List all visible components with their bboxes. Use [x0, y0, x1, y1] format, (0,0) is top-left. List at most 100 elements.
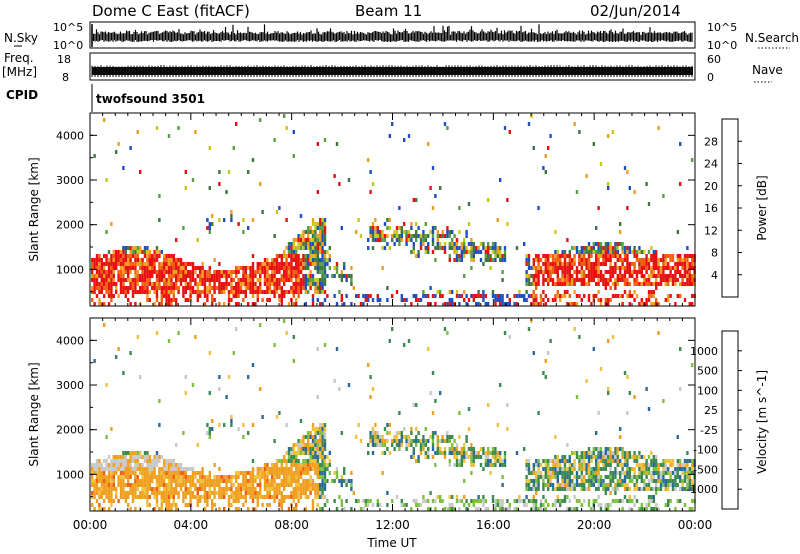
echo-cell	[451, 242, 454, 246]
echo-cell	[571, 467, 574, 471]
echo-cell	[134, 455, 137, 459]
echo-cell	[211, 479, 214, 483]
echo-cell	[321, 439, 324, 443]
echo-cell	[148, 455, 151, 459]
echo-cell	[580, 455, 583, 459]
echo-cell	[647, 266, 651, 270]
echo-cell	[273, 479, 276, 483]
echo-cell	[549, 467, 552, 471]
echo-cell	[280, 491, 283, 495]
echo-cell	[506, 198, 509, 202]
echo-cell	[107, 487, 111, 491]
echo-cell	[124, 250, 127, 254]
echo-cell	[374, 238, 377, 242]
echo-cell	[465, 230, 468, 234]
echo-cell	[455, 495, 459, 499]
echo-cell	[302, 443, 305, 447]
echo-cell	[479, 258, 483, 262]
echo-cell	[688, 507, 691, 511]
echo-cell	[376, 230, 379, 234]
echo-cell	[129, 491, 132, 495]
echo-cell	[139, 170, 142, 174]
echo-cell	[491, 290, 495, 294]
echo-cell	[599, 459, 603, 463]
echo-cell	[335, 507, 339, 511]
echo-cell	[220, 270, 223, 274]
echo-cell	[134, 451, 137, 455]
echo-cell	[139, 471, 142, 475]
echo-cell	[623, 266, 627, 270]
echo-cell	[271, 290, 274, 294]
cpid-value: twofsound 3501	[96, 92, 205, 106]
echo-cell	[299, 290, 303, 294]
echo-cell	[458, 459, 461, 463]
echo-cell	[587, 242, 591, 246]
echo-cell	[136, 467, 139, 471]
echo-cell	[124, 483, 127, 487]
echo-cell	[139, 266, 142, 270]
echo-cell	[153, 302, 156, 306]
echo-cell	[580, 262, 583, 266]
echo-cell	[230, 423, 233, 427]
echo-cell	[292, 499, 295, 503]
nsky-tick-hi: 10^5	[53, 21, 83, 34]
echo-cell	[482, 262, 485, 266]
echo-cell	[611, 266, 615, 270]
echo-cell	[393, 435, 396, 439]
echo-cell	[259, 274, 262, 278]
echo-cell	[266, 278, 269, 282]
echo-cell	[647, 278, 651, 282]
echo-cell	[410, 507, 413, 511]
echo-cell	[626, 170, 629, 174]
echo-cell	[664, 282, 667, 286]
echo-cell	[619, 499, 622, 503]
echo-cell	[131, 250, 135, 254]
echo-cell	[158, 491, 161, 495]
echo-cell	[237, 499, 240, 503]
echo-cell	[211, 286, 214, 290]
echo-cell	[448, 254, 451, 258]
echo-cell	[448, 234, 451, 238]
echo-cell	[235, 122, 238, 126]
echo-cell	[268, 262, 271, 266]
echo-cell	[292, 491, 295, 495]
echo-cell	[148, 262, 151, 266]
echo-cell	[199, 266, 202, 270]
echo-cell	[645, 507, 648, 511]
echo-cell	[676, 459, 679, 463]
echo-cell	[254, 475, 257, 479]
echo-cell	[595, 274, 598, 278]
echo-cell	[141, 479, 144, 483]
echo-cell	[170, 254, 173, 258]
echo-cell	[194, 335, 197, 339]
echo-cell	[321, 475, 324, 479]
echo-cell	[544, 262, 547, 266]
echo-cell	[611, 475, 615, 479]
echo-cell	[280, 459, 283, 463]
echo-cell	[451, 246, 454, 250]
echo-cell	[199, 278, 202, 282]
echo-cell	[321, 487, 324, 491]
echo-cell	[592, 274, 595, 278]
echo-cell	[537, 274, 540, 278]
echo-cell	[167, 258, 171, 262]
echo-cell	[199, 274, 202, 278]
echo-cell	[669, 463, 672, 467]
echo-cell	[664, 274, 667, 278]
echo-cell	[167, 507, 171, 511]
echo-cell	[172, 298, 175, 302]
echo-cell	[369, 375, 372, 379]
echo-cell	[326, 262, 329, 266]
echo-cell	[657, 479, 660, 483]
echo-cell	[319, 507, 322, 511]
echo-cell	[597, 483, 600, 487]
echo-cell	[295, 507, 298, 511]
echo-cell	[182, 499, 185, 503]
echo-cell	[671, 471, 675, 475]
echo-cell	[379, 439, 382, 443]
echo-cell	[580, 278, 583, 282]
echo-cell	[206, 483, 209, 487]
echo-cell	[323, 475, 327, 479]
echo-cell	[635, 294, 639, 298]
echo-cell	[158, 475, 161, 479]
